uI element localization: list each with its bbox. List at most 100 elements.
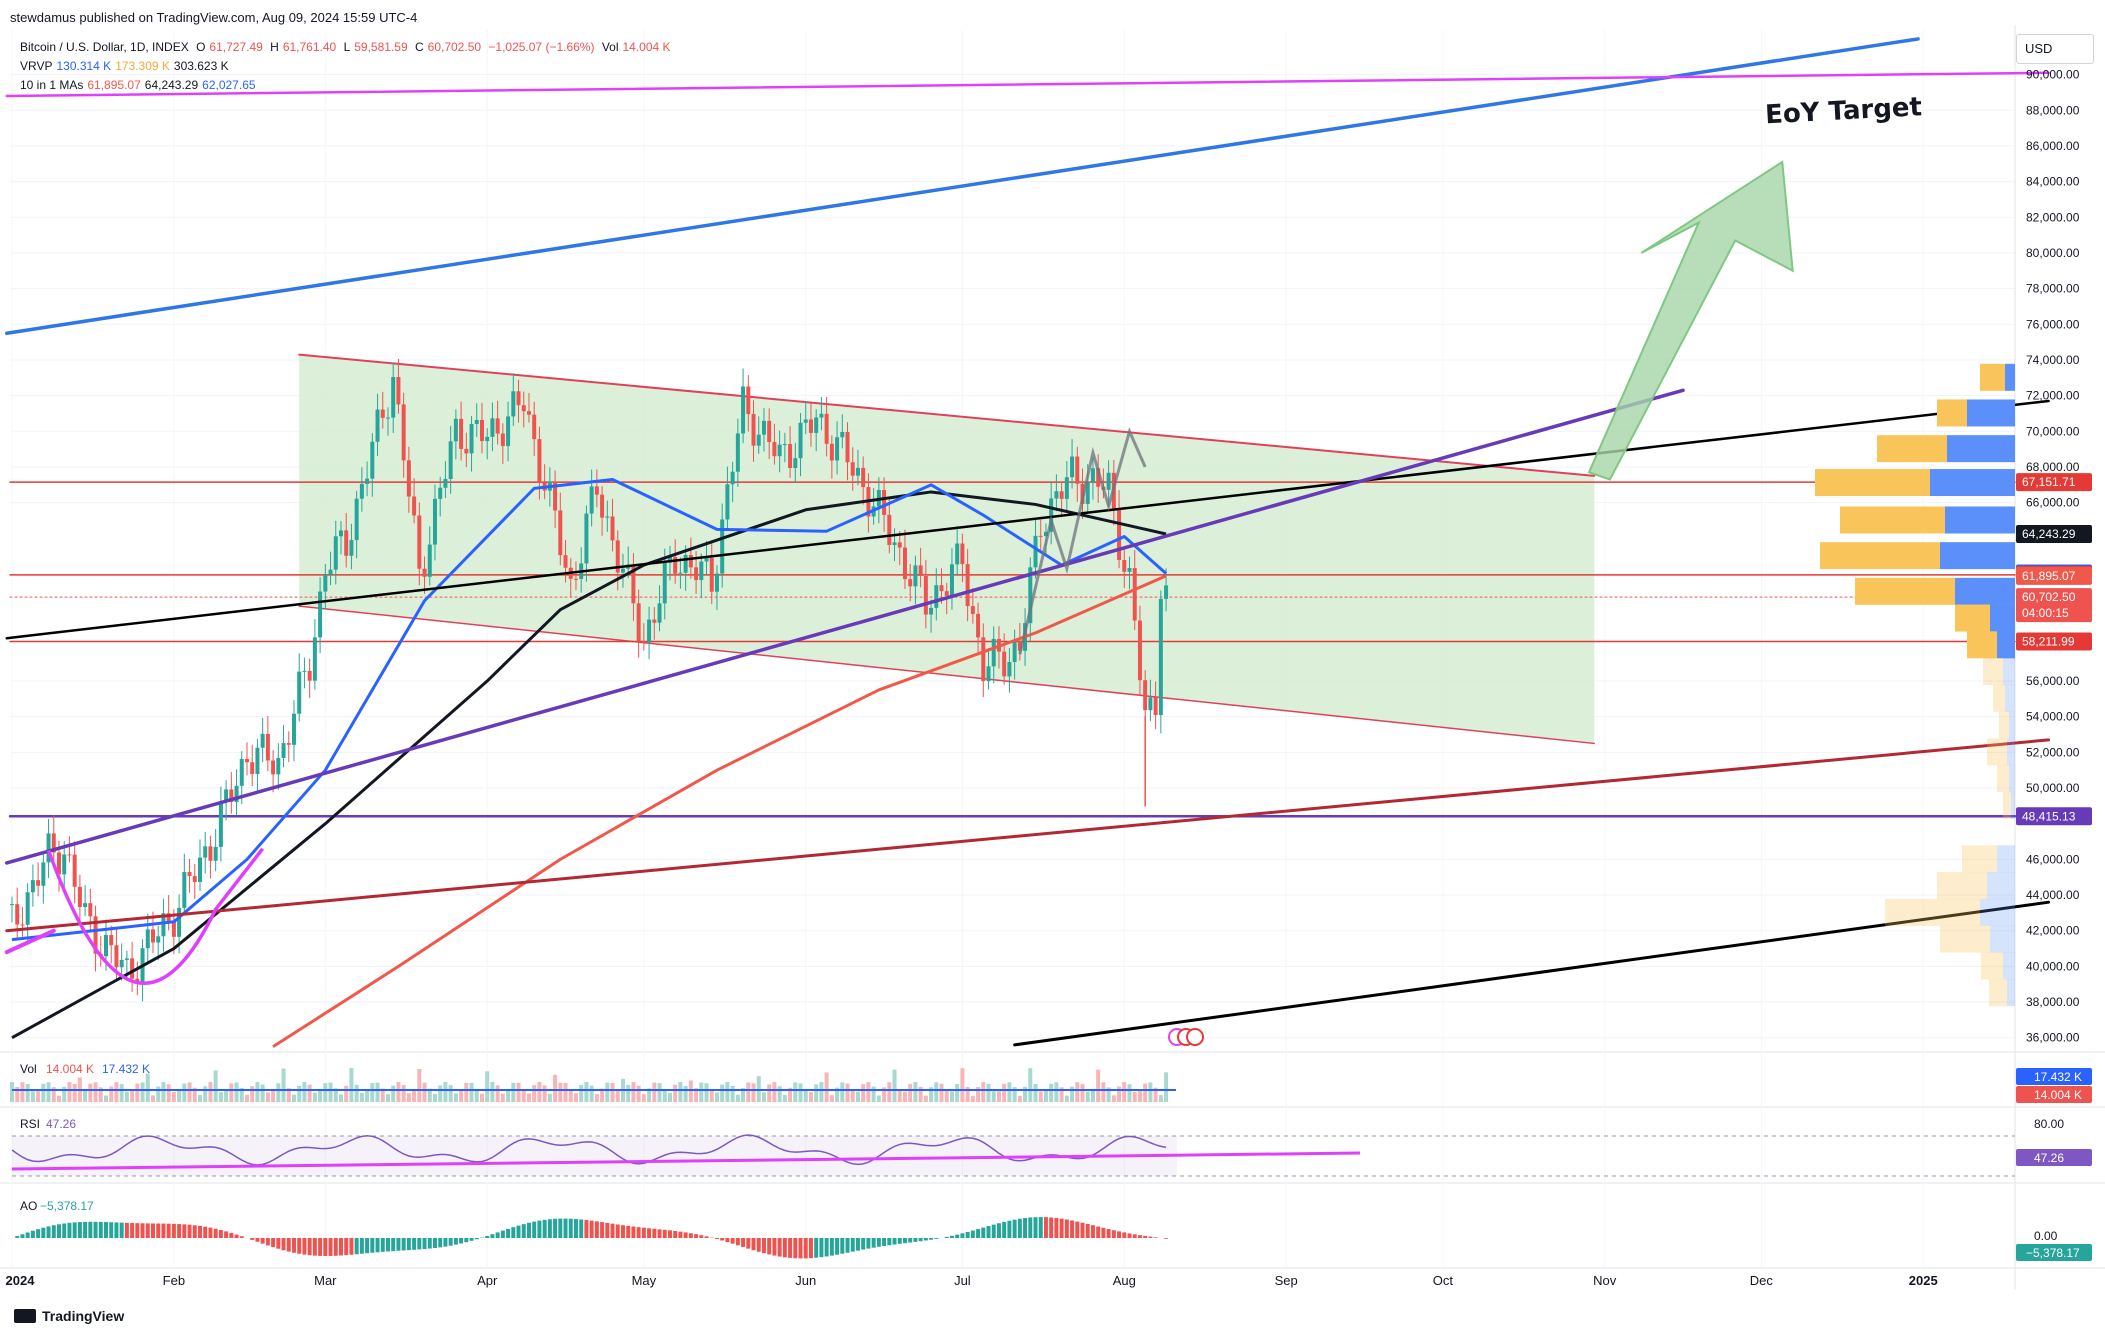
- volume-bar: [1080, 1084, 1085, 1102]
- volume-bar: [328, 1082, 333, 1102]
- vrvp-bar-up: [1997, 631, 2015, 659]
- volume-bar: [735, 1094, 740, 1102]
- vrvp-bar-down: [1815, 469, 1930, 497]
- volume-bar: [119, 1084, 124, 1102]
- y-tick-label: 84,000.00: [2026, 175, 2080, 189]
- price-label: 61,895.07: [2016, 566, 2092, 585]
- ao-bar: [965, 1231, 970, 1238]
- candle-body: [584, 513, 589, 564]
- ao-bar: [746, 1238, 751, 1249]
- volume-bar: [751, 1083, 756, 1102]
- ao-bar: [662, 1229, 667, 1238]
- x-tick-label: May: [632, 1273, 657, 1288]
- candle-body: [182, 872, 187, 908]
- volume-bar: [229, 1083, 234, 1102]
- currency-button[interactable]: USD: [2016, 34, 2094, 64]
- cup-left-lip: [4, 928, 56, 955]
- ao-bar: [328, 1238, 333, 1256]
- y-tick-label: 36,000.00: [2026, 1031, 2080, 1045]
- ao-bar: [344, 1238, 349, 1256]
- candle-body: [150, 929, 155, 943]
- x-tick-label: Aug: [1113, 1273, 1136, 1288]
- volume-bar: [156, 1086, 161, 1102]
- ao-bar: [260, 1238, 265, 1244]
- volume-bar: [161, 1082, 166, 1102]
- ao-bar: [647, 1228, 652, 1238]
- event-icon: [1186, 1028, 1204, 1046]
- volume-bar: [1075, 1082, 1080, 1102]
- volume-bar: [391, 1085, 396, 1102]
- candle-body: [615, 540, 620, 573]
- ao-bar: [1143, 1235, 1148, 1238]
- ao-bar: [88, 1221, 93, 1238]
- vrvp-bar-up: [1967, 399, 2015, 427]
- y-tick-label: 42,000.00: [2026, 924, 2080, 938]
- ao-bar: [124, 1222, 129, 1238]
- candle-body: [1153, 697, 1158, 716]
- ao-bar: [98, 1221, 103, 1238]
- volume-bar: [855, 1091, 860, 1102]
- volume-bar: [996, 1091, 1001, 1102]
- candle-body: [803, 419, 808, 423]
- ao-bar: [584, 1220, 589, 1238]
- y-tick-label: 78,000.00: [2026, 282, 2080, 296]
- ao-bar: [307, 1238, 312, 1256]
- candle-body: [761, 420, 766, 435]
- ao-bar: [495, 1232, 500, 1238]
- volume-bar: [1049, 1083, 1054, 1102]
- volume-bar: [307, 1084, 312, 1102]
- zigzag-arrow: [1018, 426, 1147, 655]
- price-label: 67,151.71: [2016, 473, 2092, 492]
- ao-bar: [516, 1225, 521, 1238]
- ao-bar: [318, 1238, 323, 1256]
- candle-body: [344, 530, 349, 556]
- x-tick-label: Dec: [1750, 1273, 1774, 1288]
- volume-bar: [422, 1082, 427, 1102]
- vrvp-bar-down: [1937, 399, 1967, 427]
- ao-bar: [370, 1238, 375, 1253]
- volume-bar: [887, 1082, 892, 1102]
- candle-body: [192, 876, 197, 882]
- ao-bar: [276, 1238, 281, 1249]
- candle-body: [1158, 598, 1163, 716]
- ao-bar: [683, 1232, 688, 1238]
- candle-body: [453, 418, 458, 442]
- candle-body: [824, 413, 829, 444]
- ao-bar: [970, 1230, 975, 1238]
- candle-body: [1106, 472, 1111, 490]
- candle-body: [77, 886, 82, 907]
- ao-bar: [250, 1238, 255, 1240]
- ao-bar: [657, 1229, 662, 1238]
- ao-bar: [448, 1238, 453, 1246]
- ao-bar: [323, 1238, 328, 1256]
- ohlc-c: C: [414, 40, 424, 54]
- ao-bar: [36, 1229, 41, 1238]
- drawings-back: [8, 353, 2017, 818]
- vrvp-bar-down: [1983, 658, 2003, 686]
- ao-bar: [140, 1223, 145, 1238]
- x-tick-label: 2025: [1909, 1273, 1938, 1288]
- price-label-text: 61,895.07: [2022, 569, 2076, 583]
- volume-bar: [861, 1084, 866, 1102]
- ao-bar: [897, 1238, 902, 1244]
- y-tick-label: 70,000.00: [2026, 424, 2080, 438]
- vol-price-label-bg: [2016, 1086, 2092, 1103]
- candle-body: [600, 494, 605, 518]
- symbol-line: Bitcoin / U.S. Dollar, 1D, INDEX O 61,727…: [20, 40, 671, 54]
- candle-body: [307, 670, 312, 681]
- ao-bar: [234, 1234, 239, 1238]
- volume-bar: [109, 1086, 114, 1102]
- volume-bar: [542, 1085, 547, 1102]
- ao-bar: [500, 1230, 505, 1238]
- volume-bar: [1002, 1083, 1007, 1102]
- ao-bar: [1111, 1230, 1116, 1238]
- x-tick-label: Apr: [477, 1273, 498, 1288]
- candle-body: [370, 441, 375, 479]
- candle-body: [506, 416, 511, 447]
- candle-body: [704, 557, 709, 562]
- vrvp-bar-up: [1997, 845, 2015, 873]
- vrvp-bar-up: [2011, 791, 2015, 819]
- candle-body: [908, 579, 913, 587]
- vrvp-bar-up: [1990, 925, 2015, 953]
